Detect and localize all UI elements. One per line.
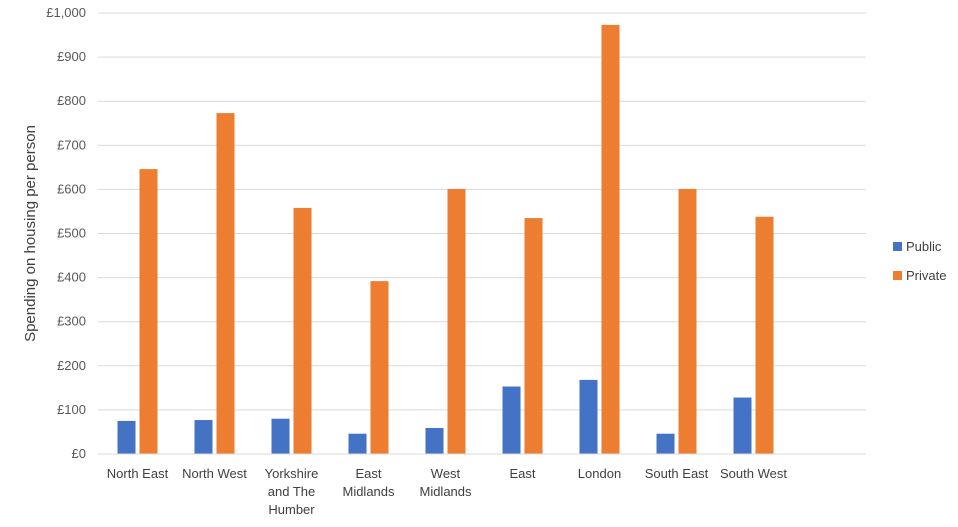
bar-private <box>447 188 466 455</box>
y-tick-label: £400 <box>57 270 86 285</box>
legend-label-public: Public <box>906 239 942 254</box>
x-category-label: Yorkshire and The Humber <box>265 466 319 517</box>
bar-public <box>194 420 213 454</box>
bar-public <box>348 433 367 454</box>
x-category-label: North East <box>107 466 169 481</box>
legend: Public Private <box>893 239 946 283</box>
bar-private <box>216 113 235 455</box>
bar-public <box>271 418 290 454</box>
y-tick-label: £600 <box>57 181 86 196</box>
y-tick-label: £300 <box>57 314 86 329</box>
x-category-label: South West <box>720 466 787 481</box>
y-tick-label: £100 <box>57 402 86 417</box>
bar-public <box>425 427 444 454</box>
x-category-label: West Midlands <box>419 466 472 499</box>
y-tick-label: £200 <box>57 358 86 373</box>
legend-label-private: Private <box>906 268 946 283</box>
bar-private <box>524 218 543 454</box>
y-tick-label: £0 <box>72 446 86 461</box>
y-axis-label: Spending on housing per person <box>22 125 39 342</box>
bar-private <box>370 281 389 454</box>
x-category-label: South East <box>645 466 709 481</box>
bar-private <box>139 169 158 454</box>
bar-private <box>293 207 312 454</box>
x-axis-categories: North East North West Yorkshire and The Humb… <box>107 466 788 517</box>
bar-public <box>579 379 598 454</box>
bar-private <box>601 24 620 454</box>
y-tick-label: £900 <box>57 49 86 64</box>
x-category-label: East <box>509 466 535 481</box>
x-category-label: North West <box>182 466 247 481</box>
y-axis-ticks: £0 £100 £200 £300 £400 £500 £600 £700 £800 £900 £1… <box>46 5 86 461</box>
y-tick-label: £1,000 <box>46 5 86 20</box>
gridlines <box>98 12 866 411</box>
bar-public <box>733 397 752 454</box>
x-category-label: London <box>578 466 621 481</box>
bar-private <box>678 188 697 455</box>
bars <box>117 24 774 455</box>
bar-private <box>755 216 774 454</box>
bar-public <box>502 386 521 454</box>
bar-public <box>117 420 136 454</box>
legend-swatch-public <box>893 242 902 251</box>
bar-public <box>656 433 675 454</box>
y-tick-label: £800 <box>57 93 86 108</box>
y-tick-label: £700 <box>57 137 86 152</box>
x-category-label: East Midlands <box>342 466 395 499</box>
y-tick-label: £500 <box>57 226 86 241</box>
legend-swatch-private <box>893 271 902 280</box>
